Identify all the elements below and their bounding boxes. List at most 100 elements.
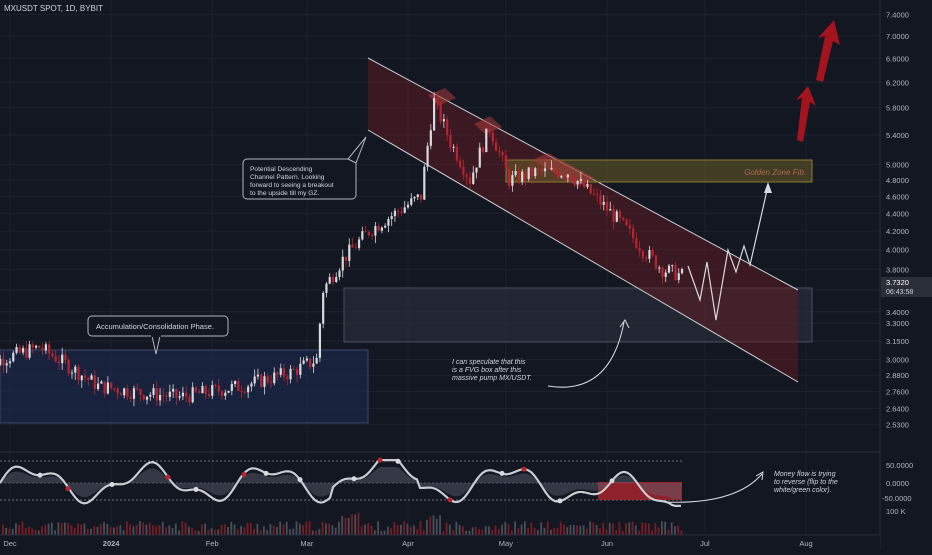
volume-bar — [422, 530, 425, 535]
accumulation-callout[interactable]: Accumulation/Consolidation Phase. — [87, 315, 229, 355]
volume-bar — [201, 524, 203, 535]
candle-body — [527, 167, 530, 179]
volume-bar — [37, 530, 40, 535]
candle-body — [28, 344, 31, 358]
candle-body — [413, 197, 416, 199]
time-tick-7: Jul — [700, 539, 710, 548]
candle-body — [132, 388, 136, 399]
fvg-note[interactable]: I can speculate that this is a FVG box a… — [452, 319, 630, 388]
candle-body — [579, 178, 583, 181]
projection — [687, 20, 840, 321]
candle-body — [566, 174, 569, 178]
candle-body — [481, 147, 485, 153]
candle-body — [416, 194, 419, 198]
candle-body — [80, 375, 83, 381]
volume-bar — [60, 523, 63, 535]
volume-bar — [589, 521, 592, 535]
candle-body — [61, 354, 64, 364]
time-axis[interactable]: Dec 2024 Feb Mar Apr May Jun Jul Aug — [0, 534, 880, 550]
volume-bar — [181, 521, 184, 535]
volume-bar — [618, 522, 621, 535]
channel-callout-line-3: forward to seeing a breakout — [250, 182, 334, 189]
candle-body — [677, 273, 680, 280]
candle-body — [8, 361, 12, 364]
volume-bar — [132, 526, 135, 535]
candle-body — [377, 226, 380, 231]
volume-bar — [282, 524, 285, 535]
candle-body — [181, 392, 185, 397]
candle-body — [452, 146, 455, 148]
channel-callout-line-2: Channel Pattern. Looking — [250, 174, 325, 181]
candle-body — [116, 388, 119, 394]
volume-bar — [96, 526, 99, 535]
volume-bar — [86, 528, 89, 535]
candle-body — [400, 211, 403, 213]
volume-bar — [357, 512, 360, 535]
candle-body — [237, 381, 240, 391]
candle-body — [393, 210, 397, 217]
candle-body — [18, 347, 21, 353]
candle-body — [302, 360, 305, 364]
price-tick-10: 4.2000 — [886, 227, 909, 236]
channel-callout[interactable]: Potential Descending Channel Pattern. Lo… — [242, 136, 367, 200]
volume-bar — [582, 525, 585, 535]
volume-bar — [364, 524, 366, 535]
candle-body — [276, 372, 279, 375]
candle-body — [123, 388, 126, 396]
mf-signal-dot — [395, 458, 401, 464]
volume-bar — [210, 528, 213, 535]
volume-bar — [298, 523, 301, 535]
candle-body — [328, 277, 331, 284]
volume-bar — [592, 522, 595, 535]
candle-body — [501, 152, 504, 156]
volume-bar — [654, 522, 657, 535]
candle-body — [204, 385, 207, 395]
volume-bar — [426, 519, 428, 535]
candle-body — [583, 178, 586, 188]
price-axis[interactable]: 7.4000 7.0000 6.6000 6.2000 5.8000 5.4000 5.00… — [879, 0, 932, 550]
candle-body — [145, 396, 149, 400]
volume-bar — [527, 528, 530, 535]
price-tick-9: 4.4000 — [886, 209, 909, 218]
candle-body — [635, 238, 638, 248]
candle-body — [295, 369, 299, 375]
volume-bar — [70, 524, 73, 535]
candle-body — [165, 395, 168, 397]
volume-bar — [230, 522, 233, 535]
volume-bar — [54, 530, 56, 535]
volume-bar — [122, 530, 125, 535]
volume-bar — [249, 522, 252, 535]
volume-bar — [93, 525, 96, 535]
candle-body — [530, 167, 534, 176]
candle-body — [462, 166, 465, 175]
volume-bar — [481, 529, 484, 535]
candle-body — [459, 160, 462, 167]
volume-bar — [197, 530, 200, 535]
candle-body — [233, 381, 237, 385]
candle-body — [34, 345, 38, 348]
candle-body — [25, 348, 28, 358]
red-arrow-small — [796, 86, 816, 142]
volume-bar — [651, 530, 653, 535]
candle-body — [508, 168, 511, 186]
volume-bar — [227, 527, 229, 535]
fvg-note-line-1: I can speculate that this — [452, 359, 526, 366]
candle-body — [305, 358, 308, 361]
volume-bar — [576, 525, 578, 535]
candle-body — [547, 168, 550, 170]
volume-bar — [605, 529, 608, 535]
volume-bar — [168, 525, 171, 535]
price-tick-7: 4.8000 — [886, 176, 909, 185]
fvg-note-arrowhead — [619, 319, 630, 329]
countdown-label: 06:43:58 — [886, 289, 913, 296]
volume-bar — [63, 522, 66, 535]
candle-body — [446, 119, 449, 135]
candle-body — [371, 234, 374, 236]
mf-signal-dot — [297, 477, 303, 483]
volume-bar — [279, 521, 282, 535]
channel-fill — [368, 58, 798, 382]
candle-body — [119, 393, 123, 396]
volume-bar — [24, 528, 27, 535]
